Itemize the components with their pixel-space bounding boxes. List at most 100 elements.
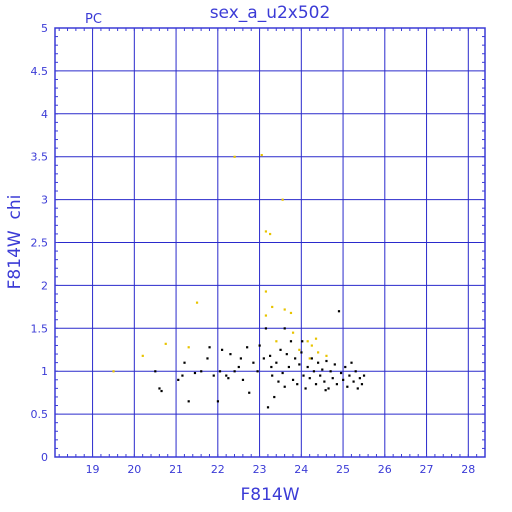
star-point xyxy=(314,383,318,386)
y-tick-label: 4.5 xyxy=(31,65,49,78)
star-point xyxy=(239,357,242,360)
star-point xyxy=(218,370,222,373)
bright-star-point xyxy=(308,357,311,360)
star-point xyxy=(308,377,311,380)
x-tick-label: 22 xyxy=(211,463,225,476)
star-point xyxy=(229,353,232,356)
x-tick-label: 20 xyxy=(127,463,141,476)
star-point xyxy=(354,370,357,373)
star-point xyxy=(323,380,326,383)
bright-star-point xyxy=(283,308,286,311)
star-point xyxy=(301,340,304,343)
star-point xyxy=(269,354,272,357)
star-point xyxy=(206,357,209,360)
x-tick-label: 23 xyxy=(253,463,267,476)
bright-star-point xyxy=(281,198,284,201)
star-point xyxy=(329,370,332,373)
bright-star-point xyxy=(233,155,236,158)
star-point xyxy=(279,348,282,351)
y-tick-label: 3.5 xyxy=(31,151,49,164)
star-point xyxy=(358,377,361,380)
bright-star-point xyxy=(275,340,278,343)
star-point xyxy=(346,385,349,388)
star-point xyxy=(220,348,224,351)
star-point xyxy=(289,340,293,343)
y-tick-label: 3 xyxy=(41,194,48,207)
star-point xyxy=(208,346,211,349)
star-point xyxy=(344,365,347,369)
star-point xyxy=(335,383,338,386)
star-point xyxy=(327,387,330,390)
bright-star-point xyxy=(269,232,272,236)
x-tick-labels: 19 20 21 22 23 24 25 26 27 28 xyxy=(86,463,476,476)
y-tick-label: 2 xyxy=(41,279,48,292)
star-point xyxy=(281,371,284,375)
star-point xyxy=(177,378,180,381)
star-point xyxy=(296,383,299,386)
star-point xyxy=(350,361,353,364)
star-point xyxy=(304,387,307,390)
star-point xyxy=(331,377,334,380)
star-point xyxy=(339,371,343,375)
star-point xyxy=(294,357,297,360)
x-tick-label: 25 xyxy=(336,463,350,476)
star-point xyxy=(264,327,268,330)
star-point xyxy=(183,361,186,364)
y-axis-label: F814W chi xyxy=(5,195,25,290)
star-point xyxy=(266,406,270,409)
star-point xyxy=(246,346,249,349)
corner-label: PC xyxy=(85,12,102,27)
star-point xyxy=(256,370,259,373)
bright-star-point xyxy=(289,311,293,315)
star-point xyxy=(310,357,313,360)
star-point xyxy=(283,327,286,330)
bright-star-point xyxy=(271,305,274,309)
star-point xyxy=(225,374,228,377)
star-point xyxy=(277,380,280,383)
star-point xyxy=(300,351,303,354)
star-point xyxy=(275,361,278,364)
y-tick-label: 0.5 xyxy=(31,408,49,421)
bright-star-point xyxy=(325,354,328,357)
star-point xyxy=(283,385,286,388)
x-axis-label: F814W xyxy=(240,485,299,505)
star-point xyxy=(241,378,245,381)
bright-star-point xyxy=(112,370,115,373)
star-point xyxy=(248,391,251,394)
star-point xyxy=(181,374,184,377)
star-point xyxy=(258,344,261,347)
star-point xyxy=(187,400,190,403)
x-tick-label: 27 xyxy=(420,463,434,476)
x-tick-label: 21 xyxy=(169,463,183,476)
star-point xyxy=(154,370,157,373)
star-point xyxy=(356,387,359,390)
bright-star-point xyxy=(314,337,318,340)
star-point xyxy=(342,378,345,381)
star-point xyxy=(352,380,355,383)
y-tick-label: 2.5 xyxy=(31,237,49,250)
x-tick-label: 24 xyxy=(294,463,308,476)
bright-star-point xyxy=(187,346,190,349)
bright-star-point xyxy=(141,354,144,357)
star-point xyxy=(306,365,309,369)
star-point xyxy=(158,387,161,390)
star-point xyxy=(317,361,320,364)
star-point xyxy=(360,383,364,386)
bright-star-point xyxy=(264,290,268,293)
bright-star-point xyxy=(264,230,268,233)
star-point xyxy=(270,365,273,369)
x-tick-label: 26 xyxy=(378,463,392,476)
bright-star-point xyxy=(195,301,199,304)
x-tick-label: 19 xyxy=(86,463,100,476)
star-point xyxy=(212,374,215,377)
y-tick-labels: 0 0.5 1 1.5 2 2.5 3 3.5 4 4.5 5 xyxy=(31,22,49,464)
data-points xyxy=(112,153,366,409)
bright-star-point xyxy=(264,314,268,317)
bright-star-point xyxy=(164,342,167,345)
star-point xyxy=(273,395,276,399)
x-tick-label: 28 xyxy=(461,463,475,476)
star-point xyxy=(200,370,203,373)
star-point xyxy=(291,378,295,381)
